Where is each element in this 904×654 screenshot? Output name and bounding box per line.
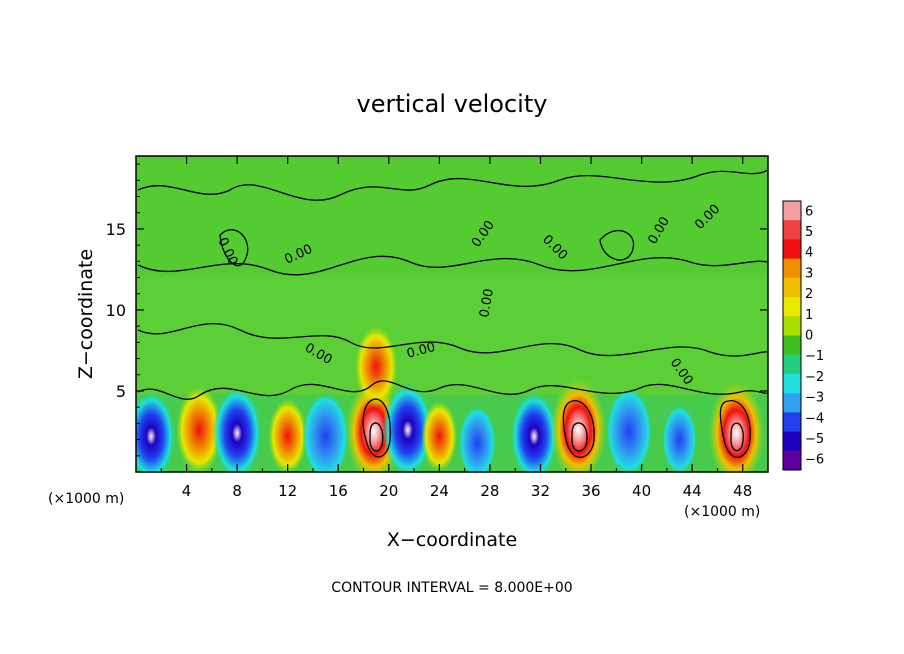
colorbar-swatch bbox=[783, 220, 801, 240]
colorbar-label: −5 bbox=[805, 432, 824, 447]
contour-line bbox=[599, 230, 635, 261]
colorbar-swatch bbox=[783, 354, 801, 375]
colorbar-swatch bbox=[783, 412, 801, 433]
x-axis-ticks: 4 8 12 16 20 24 28 32 36 40 44 48 bbox=[160, 156, 752, 500]
colorbar-label: −3 bbox=[805, 391, 824, 406]
contour-line bbox=[137, 255, 768, 276]
x-tick-label: 20 bbox=[379, 482, 398, 500]
contour-label: 0.00 bbox=[405, 340, 437, 362]
contour-line bbox=[719, 400, 751, 458]
contour-line bbox=[571, 422, 588, 452]
x-unit-left: (×1000 m) bbox=[48, 491, 124, 507]
downdraft-cell bbox=[212, 386, 262, 472]
contour-line bbox=[562, 400, 595, 458]
colorbar-swatch bbox=[783, 277, 801, 298]
contour-line bbox=[137, 380, 768, 400]
colorbar-swatch bbox=[783, 239, 801, 260]
chart-title: vertical velocity bbox=[357, 90, 548, 118]
colorbar: 6 5 4 3 2 1 0 −1 −2 −3 −4 −5 −6 bbox=[782, 200, 824, 471]
contour-line bbox=[730, 422, 744, 452]
x-tick-label: 12 bbox=[278, 482, 297, 500]
downdraft-cell bbox=[136, 391, 176, 472]
x-tick-label: 8 bbox=[232, 482, 242, 500]
updraft-cell bbox=[550, 378, 606, 472]
updraft-cell bbox=[355, 325, 398, 408]
x-tick-label: 32 bbox=[531, 482, 550, 500]
x-tick-label: 36 bbox=[581, 482, 600, 500]
y-tick-label: 5 bbox=[116, 382, 126, 401]
colorbar-label: 4 bbox=[805, 246, 813, 261]
colorbar-swatch bbox=[783, 297, 801, 317]
contour-lines bbox=[137, 169, 768, 458]
updraft-cell bbox=[268, 398, 307, 472]
y-tick-label: 10 bbox=[106, 301, 126, 320]
x-tick-label: 24 bbox=[430, 482, 449, 500]
colorbar-label: 5 bbox=[805, 225, 813, 240]
contour-line bbox=[369, 422, 384, 452]
colorbar-label: −1 bbox=[805, 349, 824, 364]
downdraft-cell bbox=[662, 405, 697, 472]
x-tick-label: 4 bbox=[182, 482, 192, 500]
colorbar-swatch bbox=[783, 258, 801, 279]
colorbar-swatch bbox=[783, 431, 801, 452]
y-tick-label: 15 bbox=[106, 220, 126, 239]
colorbar-label: 2 bbox=[805, 287, 813, 302]
plot-frame bbox=[135, 155, 769, 473]
downdraft-cell bbox=[606, 387, 652, 472]
plot-area: 0.00 0.00 0.00 0.00 0.00 0.00 0.00 0.00 … bbox=[136, 156, 768, 472]
colorbar-swatch bbox=[783, 393, 801, 413]
x-unit-right: (×1000 m) bbox=[684, 504, 760, 520]
contour-line bbox=[362, 398, 391, 458]
updraft-cell bbox=[176, 386, 223, 472]
colorbar-label: 3 bbox=[805, 266, 813, 281]
y-axis-ticks: 5 10 15 bbox=[106, 163, 768, 457]
colorbar-swatch bbox=[783, 335, 801, 356]
colorbar-frame bbox=[782, 200, 802, 471]
colorbar-swatch bbox=[783, 316, 801, 336]
colorbar-label: −2 bbox=[805, 370, 824, 385]
x-tick-label: 48 bbox=[733, 482, 752, 500]
downdraft-cell bbox=[302, 392, 349, 472]
colorbar-label: 6 bbox=[805, 204, 813, 219]
downdraft-cell bbox=[458, 406, 496, 472]
x-tick-label: 40 bbox=[632, 482, 651, 500]
colorbar-swatch bbox=[783, 450, 801, 471]
downdraft-cell bbox=[382, 382, 433, 472]
contour-interval-note: CONTOUR INTERVAL = 8.000E+00 bbox=[331, 580, 572, 596]
downdraft-cell bbox=[510, 391, 558, 472]
contour-label: 0.00 bbox=[477, 288, 497, 319]
colorbar-swatch bbox=[783, 201, 801, 221]
x-axis-title: X−coordinate bbox=[387, 529, 517, 551]
colorbar-label: 1 bbox=[805, 308, 813, 323]
upper-field-shading bbox=[136, 156, 768, 276]
colorbar-swatch bbox=[783, 373, 801, 394]
contour-line bbox=[137, 323, 768, 357]
x-tick-label: 28 bbox=[480, 482, 499, 500]
y-axis-title: Z−coordinate bbox=[75, 249, 97, 379]
x-tick-label: 16 bbox=[329, 482, 348, 500]
colorbar-label: −6 bbox=[805, 453, 824, 468]
contour-line bbox=[137, 169, 768, 201]
contour-line bbox=[219, 229, 249, 267]
updraft-cell bbox=[421, 401, 458, 472]
colorbar-label: −4 bbox=[805, 411, 824, 426]
x-tick-label: 44 bbox=[683, 482, 702, 500]
colorbar-label: 0 bbox=[805, 329, 813, 344]
